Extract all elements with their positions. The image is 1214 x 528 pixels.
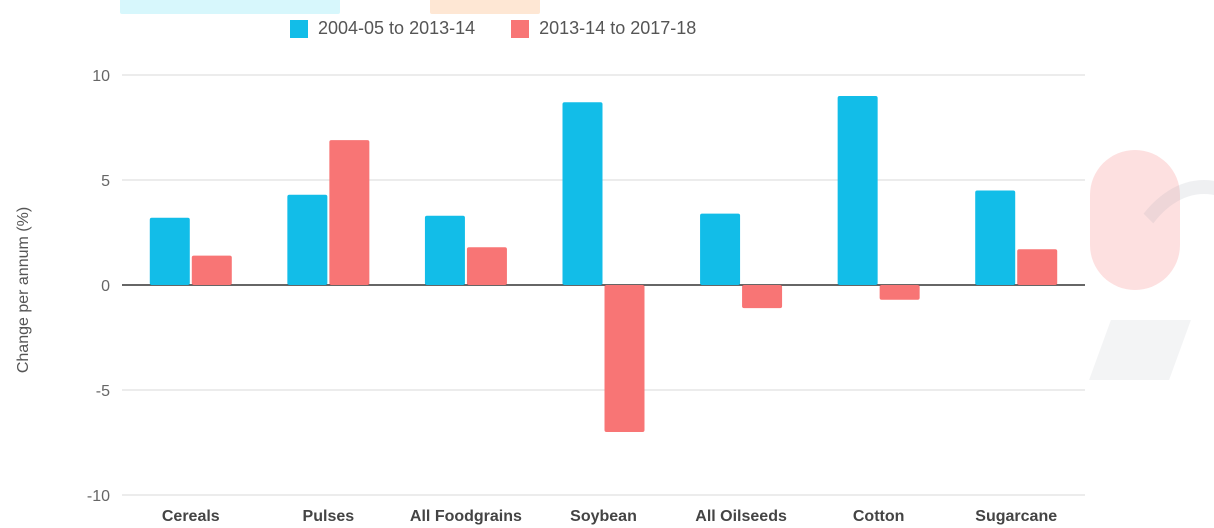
y-tick-label: -10 bbox=[87, 488, 110, 505]
x-tick-label: All Oilseeds bbox=[695, 508, 787, 525]
bar-series-2 bbox=[1017, 249, 1058, 285]
bar-series-1 bbox=[700, 213, 741, 285]
bar-series-2 bbox=[466, 247, 507, 285]
bar-series-1 bbox=[975, 190, 1016, 285]
y-tick-label: 10 bbox=[92, 68, 110, 85]
legend-item-series-1[interactable]: 2004-05 to 2013-14 bbox=[290, 18, 475, 39]
bar-series-1 bbox=[837, 96, 878, 285]
bar-series-1 bbox=[424, 215, 465, 285]
bar-series-1 bbox=[149, 217, 190, 285]
legend-label-series-1: 2004-05 to 2013-14 bbox=[318, 18, 476, 38]
legend-label-series-2: 2013-14 to 2017-18 bbox=[539, 18, 697, 38]
bar-series-1 bbox=[562, 102, 603, 285]
y-tick-label: 5 bbox=[101, 173, 110, 190]
x-tick-label: Cotton bbox=[853, 508, 905, 525]
x-tick-label: Sugarcane bbox=[975, 508, 1057, 525]
bar-series-2 bbox=[879, 285, 920, 300]
legend-item-series-2[interactable]: 2013-14 to 2017-18 bbox=[511, 18, 696, 39]
legend-swatch-series-2 bbox=[511, 19, 530, 38]
legend-swatch-series-1 bbox=[290, 19, 308, 38]
bar-series-1 bbox=[287, 194, 328, 285]
bar-series-2 bbox=[742, 285, 783, 309]
bar-series-2 bbox=[191, 255, 232, 285]
x-tick-label: All Foodgrains bbox=[410, 508, 522, 525]
x-tick-label: Pulses bbox=[303, 508, 355, 525]
x-tick-label: Cereals bbox=[162, 508, 220, 525]
y-tick-label: -5 bbox=[96, 383, 110, 400]
bar-series-2 bbox=[329, 140, 370, 285]
bar-series-2 bbox=[604, 285, 645, 432]
x-tick-label: Soybean bbox=[570, 508, 637, 525]
y-tick-label: 0 bbox=[101, 278, 110, 295]
chart-legend: 2004-05 to 2013-14 2013-14 to 2017-18 bbox=[290, 18, 696, 39]
